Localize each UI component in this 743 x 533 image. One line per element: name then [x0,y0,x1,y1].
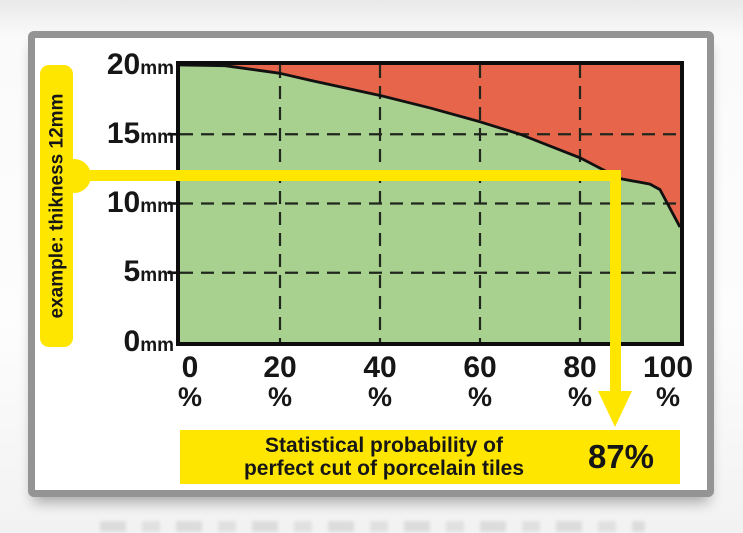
y-tick-unit: mm [140,265,174,286]
green-safe-area [180,65,680,342]
x-tick-value: 80 [563,351,597,384]
y-tick-value: 5 [123,255,141,288]
y-axis-tick-label: 20mm [88,49,174,81]
x-tick-value: 60 [463,351,497,384]
guide-line-horizontal [73,170,621,182]
boundary-curve [179,63,682,228]
x-tick-unit: % [367,382,392,412]
y-tick-unit: mm [140,335,174,356]
guide-line-vertical [609,170,621,393]
y-axis-tick-label: 5mm [88,256,174,288]
cropped-caption-text [100,521,645,532]
x-tick-value: 20 [263,351,297,384]
x-axis-tick-label: 60% [432,352,528,412]
x-tick-unit: % [567,382,592,412]
y-tick-value: 15 [106,117,141,150]
y-tick-unit: mm [140,58,174,79]
y-axis-tick-label: 0mm [88,326,174,358]
x-tick-unit: % [267,382,292,412]
result-caption-line2: perfect cut of porcelain tiles [243,457,525,480]
y-axis-tick-label: 10mm [88,187,174,219]
y-tick-unit: mm [140,196,174,217]
example-thickness-label: example: thikness 12mm [46,93,67,319]
x-tick-value: 100 [642,351,694,384]
result-value: 87% [587,438,654,475]
example-thickness-callout: example: thikness 12mm [40,65,73,347]
x-tick-unit: % [467,382,492,412]
red-risk-area [180,65,680,228]
probability-chart [168,61,684,346]
x-tick-value: 0 [181,351,199,384]
x-tick-unit: % [177,382,202,412]
x-axis-tick-label: 100% [620,352,716,412]
result-caption: Statistical probability of perfect cut o… [188,434,580,480]
down-arrow-icon [598,391,632,427]
y-tick-unit: mm [140,127,174,148]
y-tick-value: 0 [123,325,141,358]
y-tick-value: 20 [106,48,141,81]
x-axis-tick-label: 80% [532,352,628,412]
x-axis-tick-label: 20% [232,352,328,412]
plot-border [176,61,684,346]
x-axis-tick-label: 40% [332,352,428,412]
result-box: Statistical probability of perfect cut o… [180,430,680,484]
y-tick-value: 10 [106,186,141,219]
result-caption-line1: Statistical probability of [264,434,504,457]
x-tick-unit: % [655,382,680,412]
x-tick-value: 40 [363,351,397,384]
x-axis-tick-label: 0% [142,352,238,412]
y-axis-tick-label: 15mm [88,118,174,150]
